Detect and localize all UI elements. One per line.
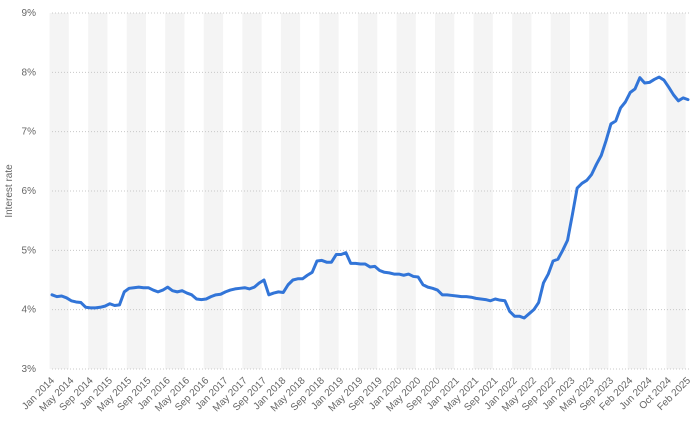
y-tick-label: 4% [22,305,37,316]
y-tick-label: 6% [22,186,37,197]
y-tick-label: 3% [22,364,37,375]
band [242,13,262,369]
band [550,13,570,369]
y-tick-label: 5% [22,245,37,256]
band [165,13,185,369]
band [49,13,69,369]
band [319,13,339,369]
y-tick-label: 9% [22,8,37,19]
band [666,13,686,369]
y-tick-label: 7% [22,127,37,138]
y-axis-label: Interest rate [4,164,15,218]
band [473,13,493,369]
line [50,75,690,320]
band [435,13,455,369]
y-tick-label: 8% [22,67,37,78]
band [512,13,532,369]
band [203,13,224,369]
